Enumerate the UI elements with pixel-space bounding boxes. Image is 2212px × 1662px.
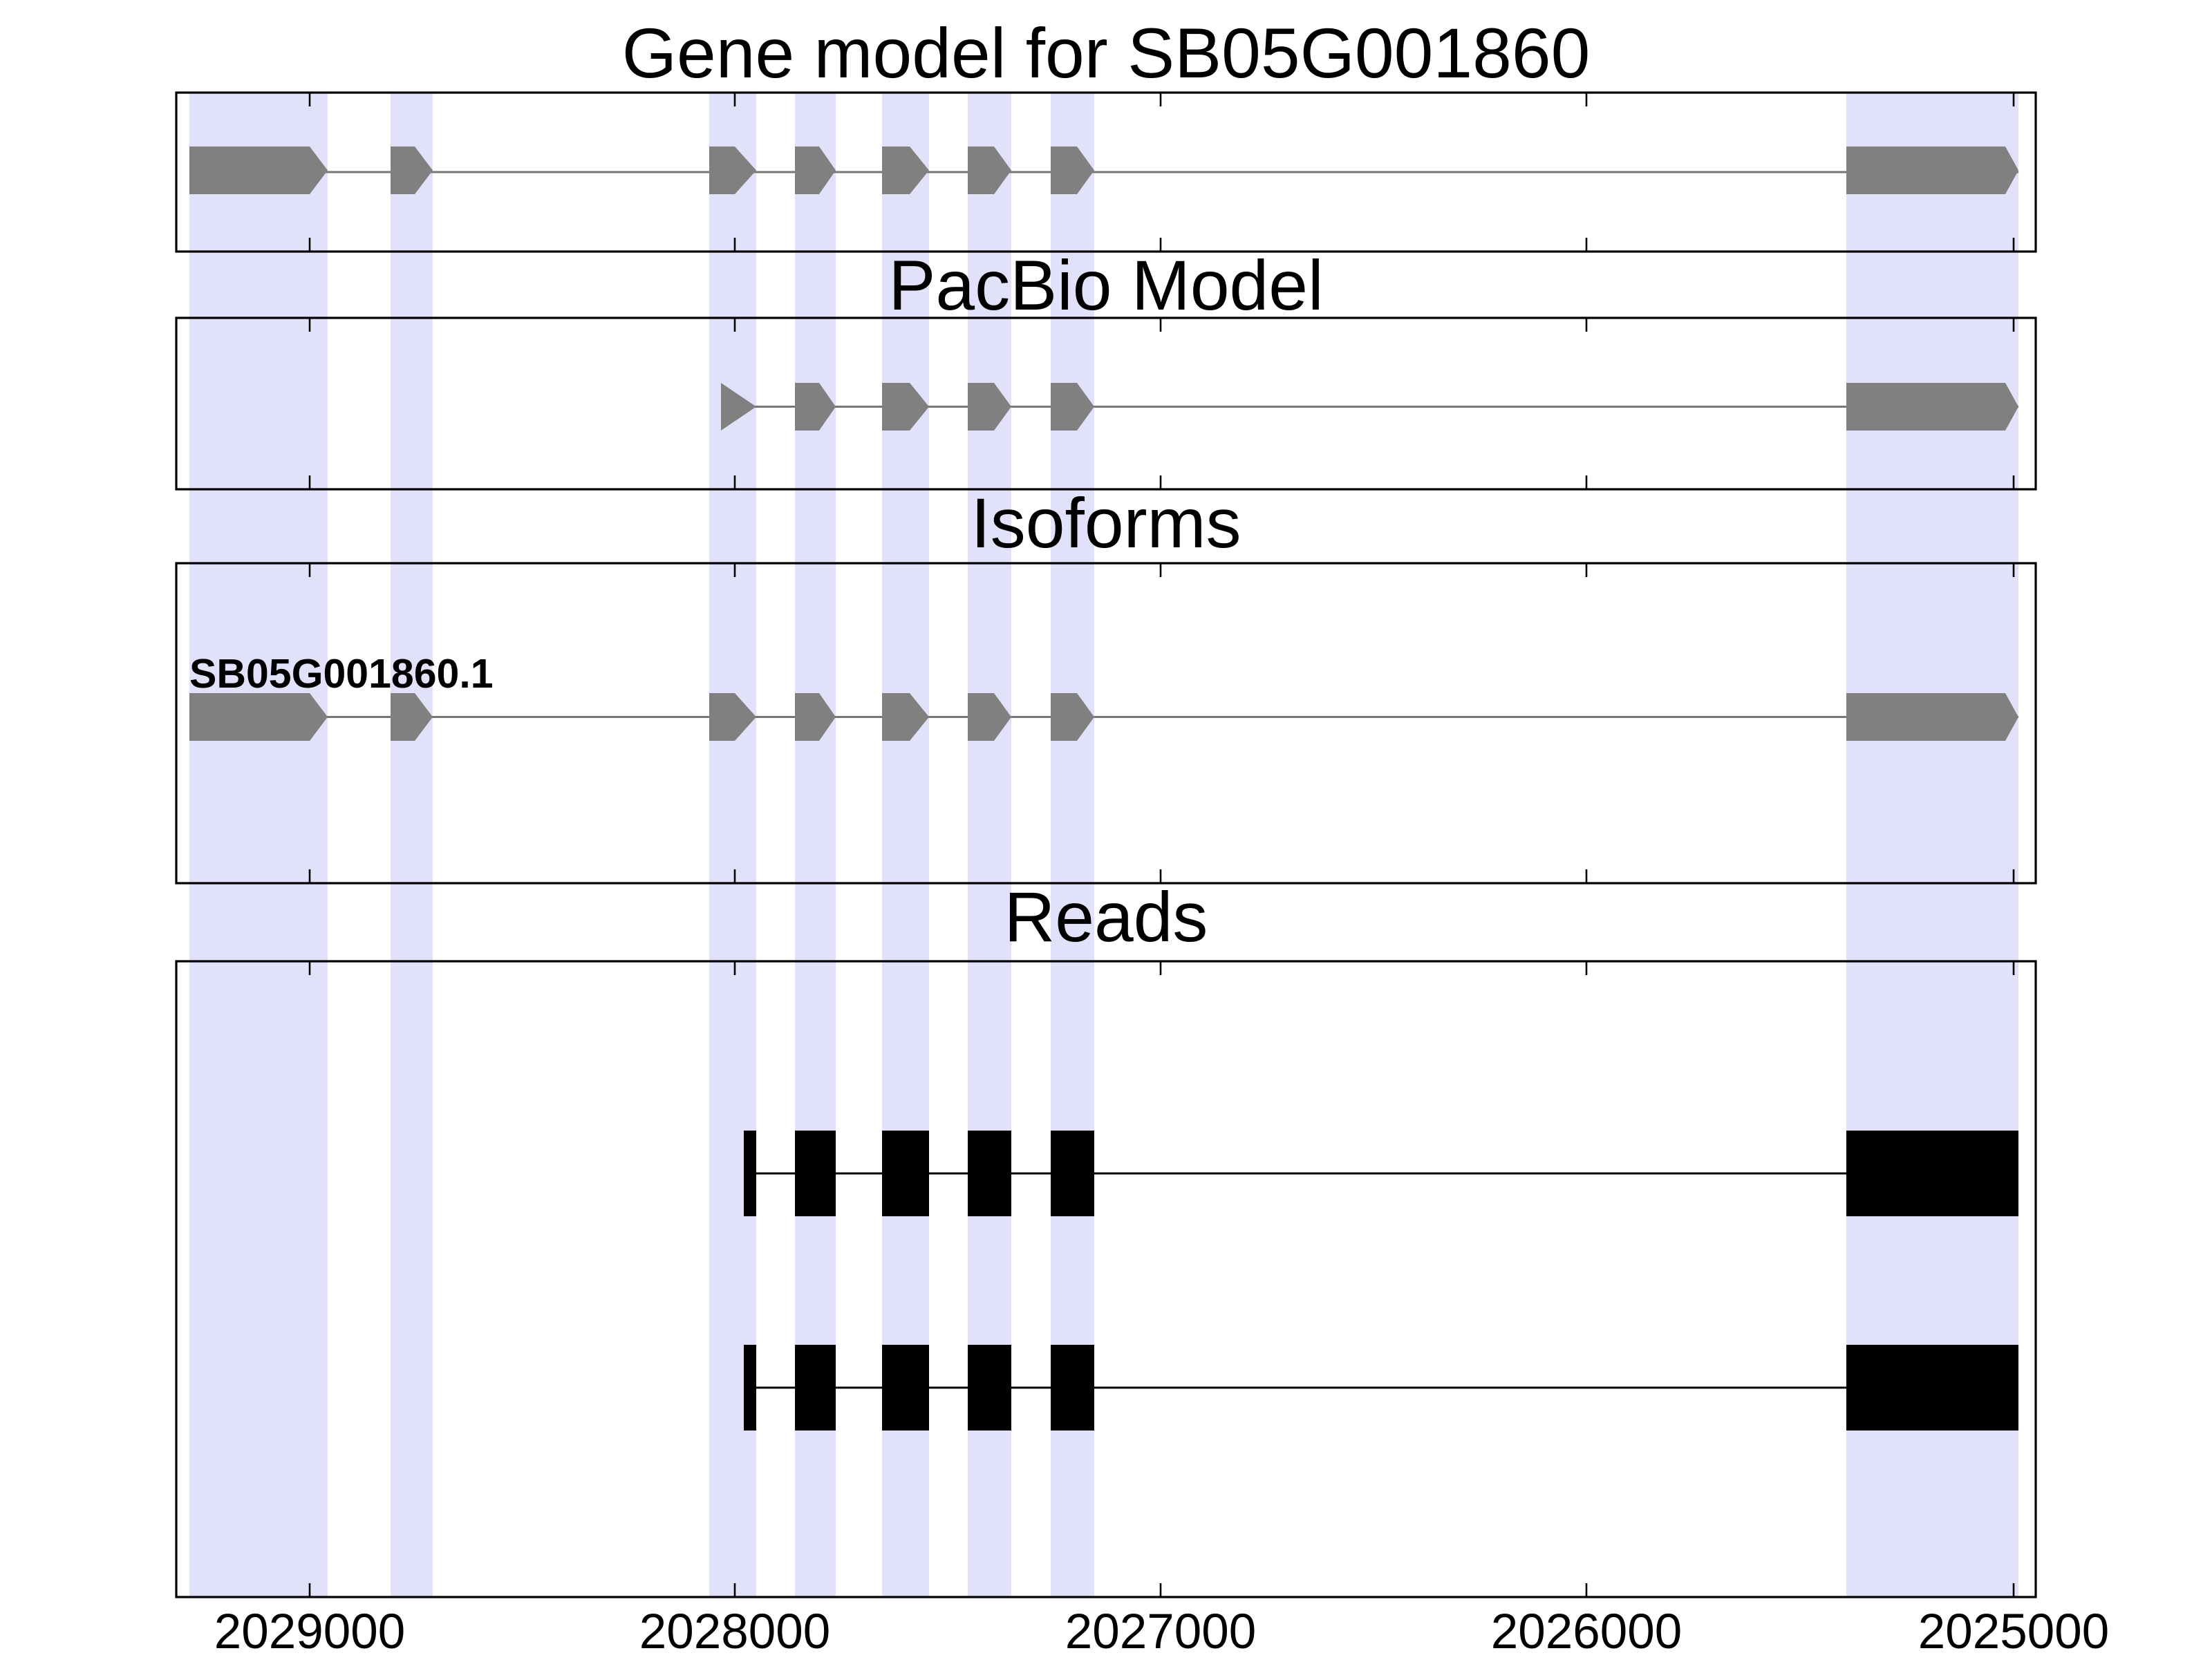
svg-text:2027000: 2027000 [1065, 1605, 1256, 1659]
svg-text:2028000: 2028000 [639, 1605, 830, 1659]
svg-text:SB05G001860.1: SB05G001860.1 [189, 651, 494, 697]
svg-text:Gene model for SB05G001860: Gene model for SB05G001860 [622, 14, 1591, 93]
svg-text:2025000: 2025000 [1918, 1605, 2109, 1659]
svg-text:2026000: 2026000 [1491, 1605, 1682, 1659]
svg-text:Reads: Reads [1004, 878, 1208, 956]
svg-text:2029000: 2029000 [214, 1605, 405, 1659]
svg-text:Isoforms: Isoforms [971, 484, 1241, 563]
svg-text:PacBio Model: PacBio Model [888, 246, 1323, 325]
